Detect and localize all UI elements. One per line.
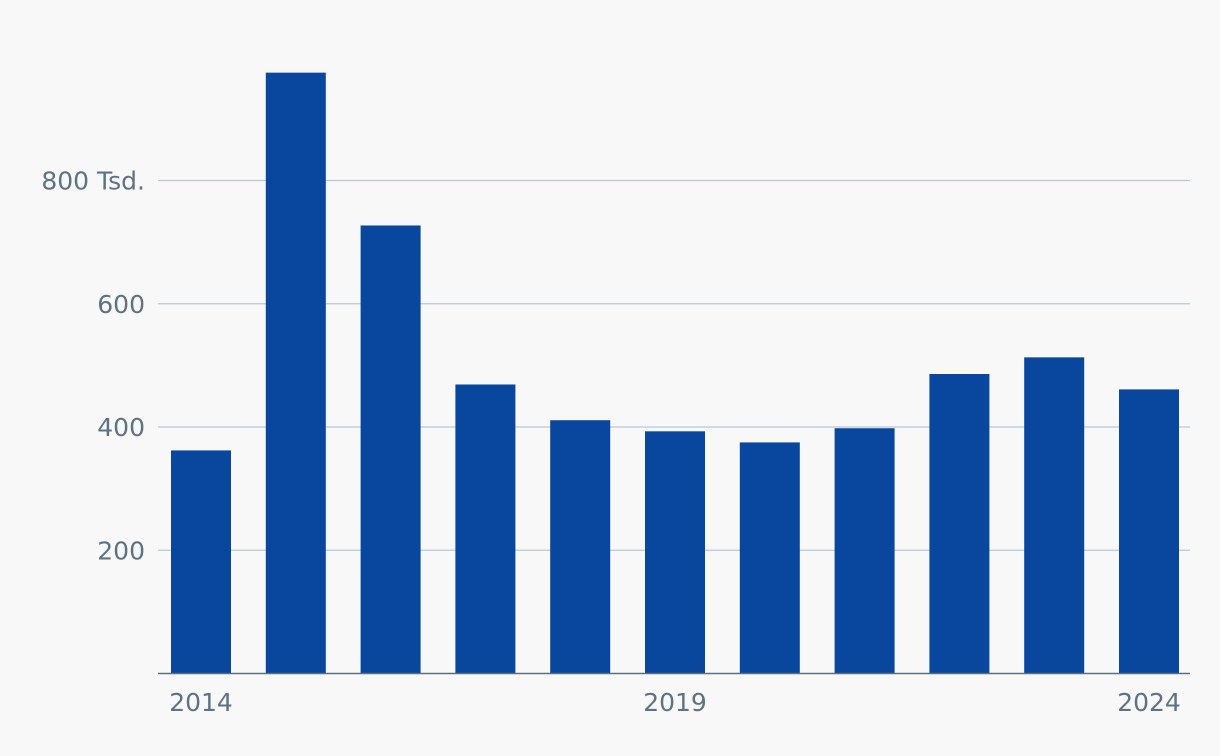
x-tick-label: 2024 [1117,688,1181,717]
y-tick-label: 400 [97,413,145,442]
bar-2020 [739,442,800,674]
bar-2021 [834,428,895,674]
bar-2019 [645,431,705,674]
y-tick-labels: 200 400 600 800 Tsd. [41,167,145,566]
bar-2024 [1119,389,1179,674]
y-tick-label: 800 Tsd. [41,167,145,196]
bar-2017 [455,384,516,674]
y-tick-label: 200 [97,536,145,565]
bar-2018 [550,420,611,674]
bar-2022 [929,374,990,674]
x-tick-label: 2014 [169,688,233,717]
x-tick-labels: 2014 2019 2024 [169,688,1181,717]
y-tick-label: 600 [97,290,145,319]
bar-2023 [1024,357,1085,674]
x-tick-label: 2019 [643,688,707,717]
bars [171,72,1179,674]
bar-2015 [265,72,326,674]
bar-2016 [360,225,421,674]
bar-2014 [171,450,231,674]
